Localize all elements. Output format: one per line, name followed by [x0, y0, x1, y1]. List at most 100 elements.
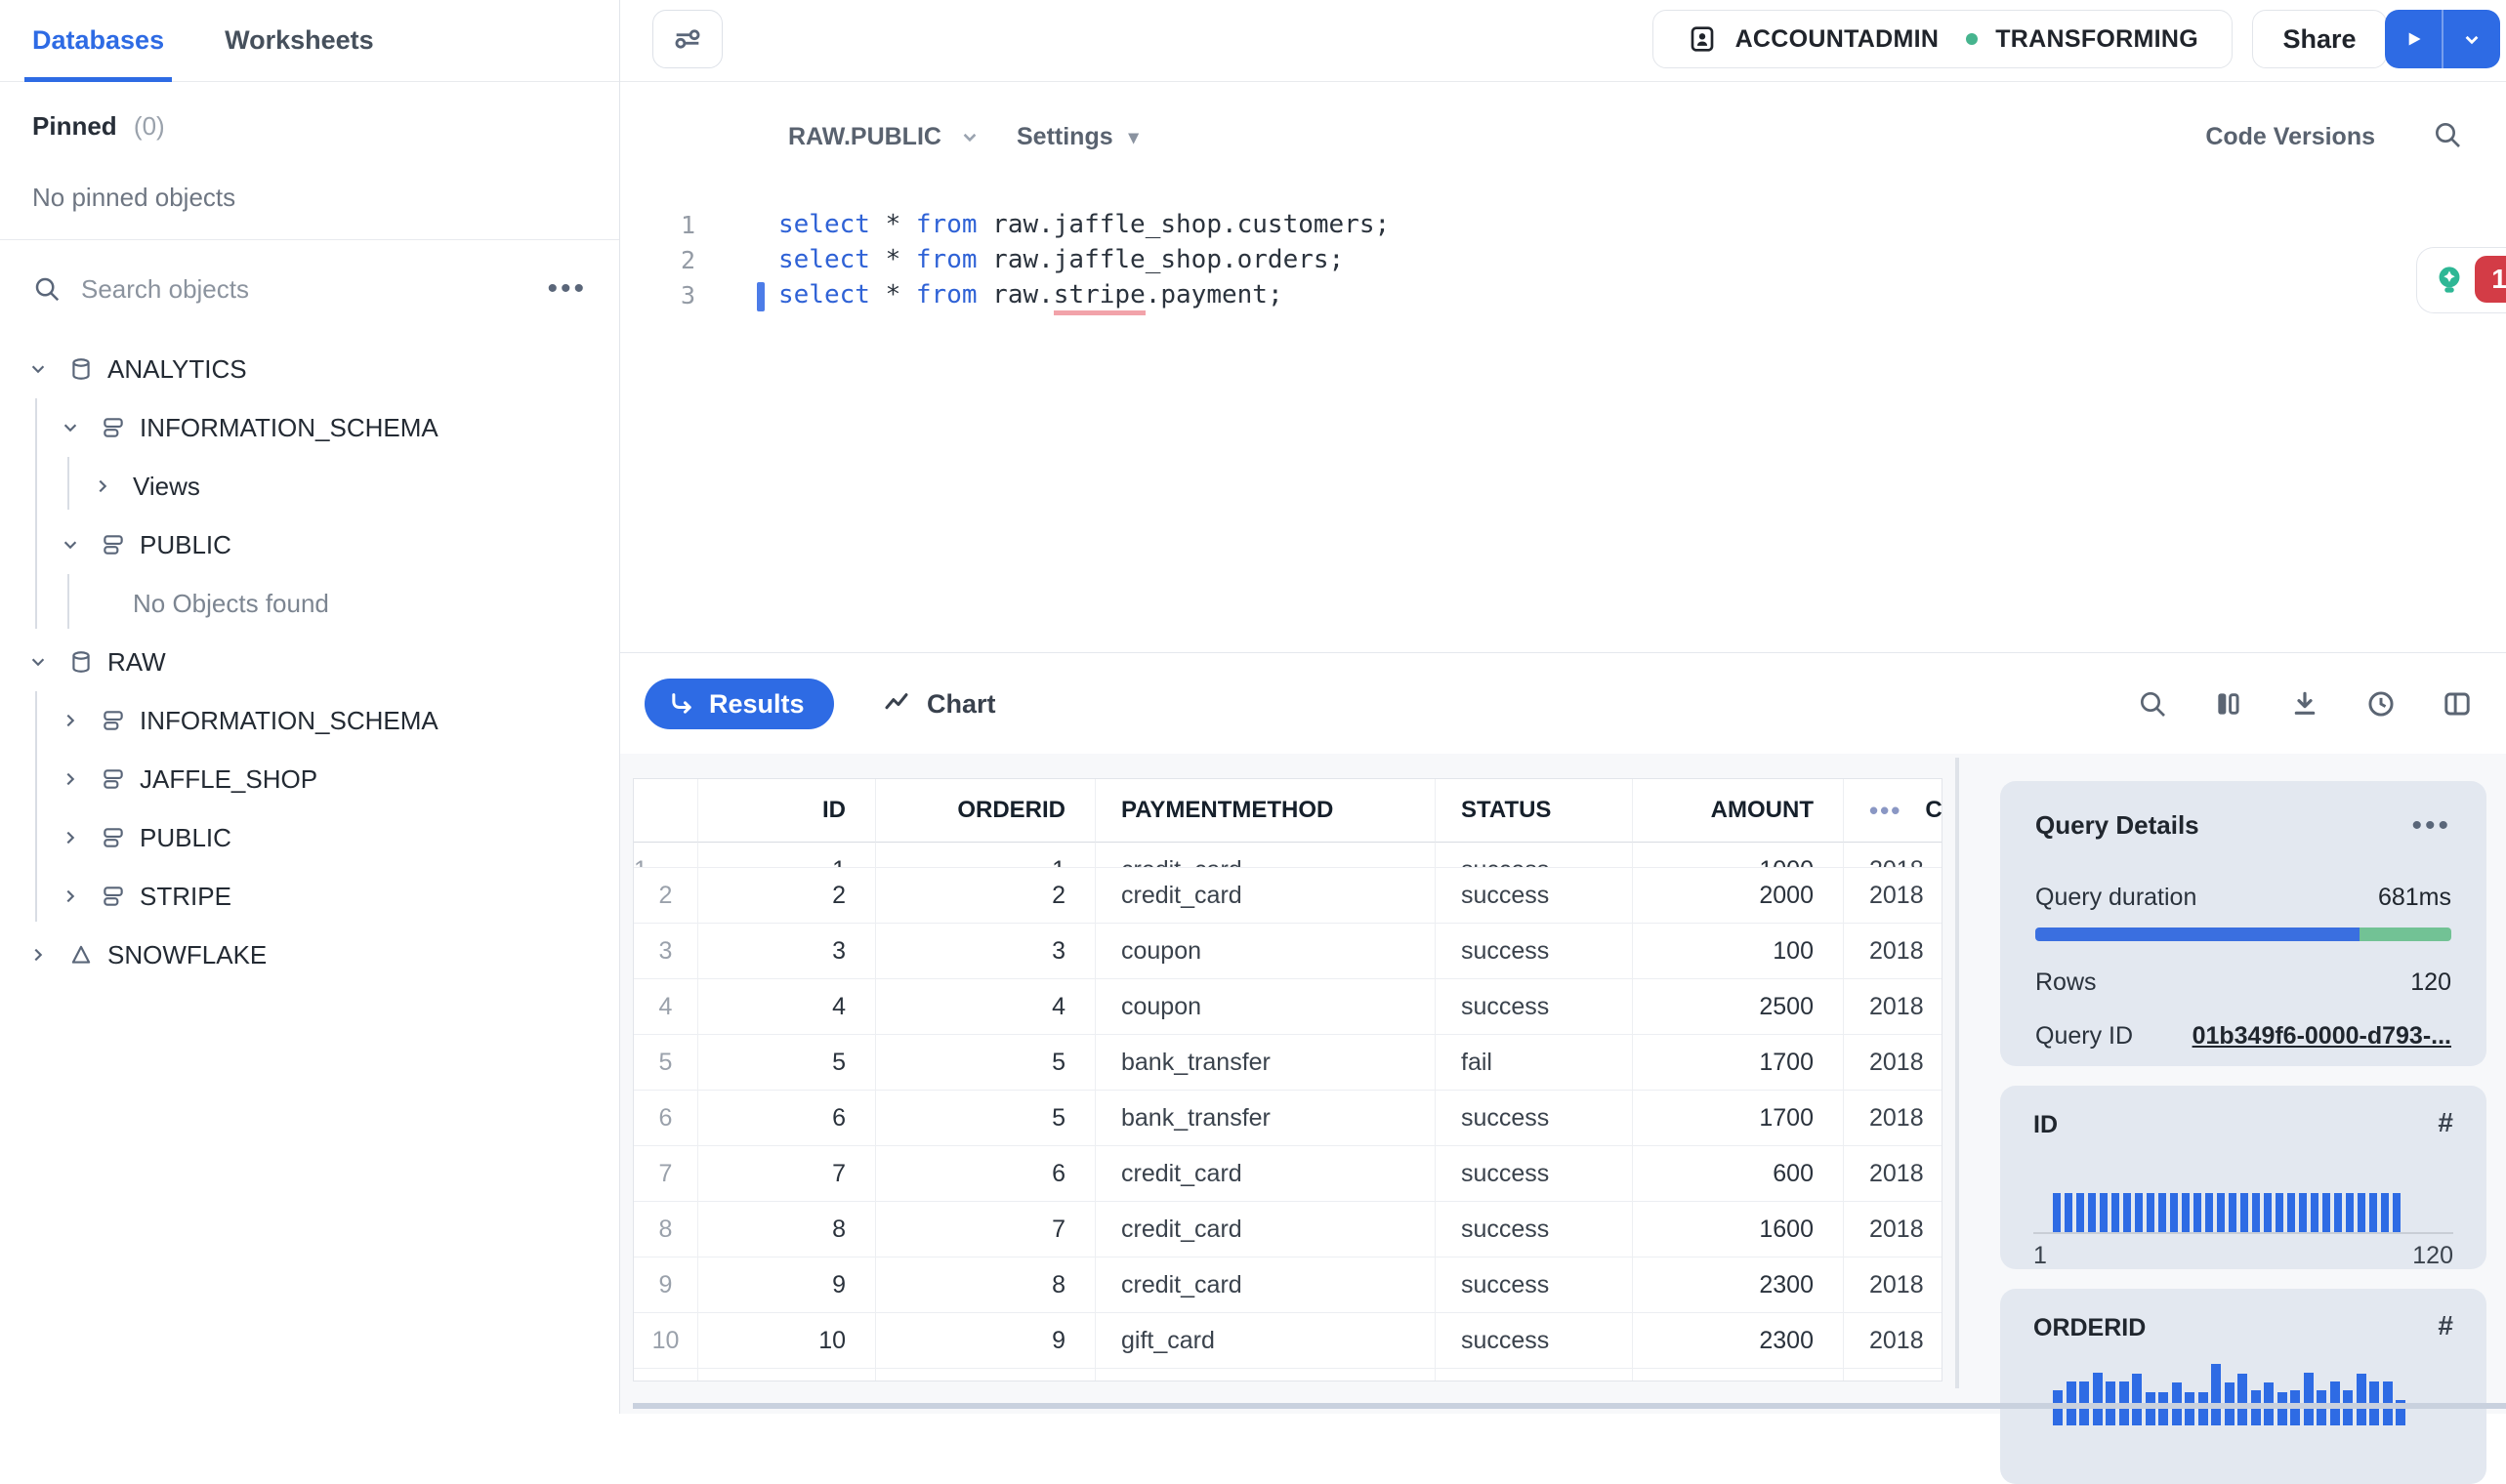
table-cell[interactable]: success — [1436, 924, 1633, 979]
chevron-down-icon[interactable] — [54, 532, 87, 557]
editor-search-icon[interactable] — [2432, 119, 2463, 150]
table-cell[interactable]: 5 — [876, 1091, 1096, 1146]
table-row[interactable]: 4 4 4 coupon success 2500 2018 — [634, 979, 1942, 1035]
column-header-orderid[interactable]: ORDERID — [876, 779, 1096, 843]
table-cell[interactable] — [1844, 1369, 1942, 1381]
table-cell[interactable]: 2018 — [1844, 1257, 1942, 1313]
share-button[interactable]: Share — [2252, 10, 2387, 68]
table-cell[interactable]: 7 — [876, 1202, 1096, 1257]
row-number-cell[interactable]: 9 — [634, 1257, 698, 1313]
table-cell[interactable]: 2 — [876, 868, 1096, 924]
table-row[interactable]: 7 7 6 credit_card success 600 2018 — [634, 1146, 1942, 1202]
table-cell[interactable] — [698, 1369, 876, 1381]
table-cell[interactable]: success — [1436, 979, 1633, 1035]
table-cell[interactable]: 600 — [1633, 1146, 1844, 1202]
chevron-right-icon[interactable] — [54, 884, 87, 909]
chevron-down-icon[interactable] — [21, 649, 55, 675]
table-row[interactable] — [634, 1369, 1942, 1381]
numeric-column-icon[interactable]: # — [2438, 1310, 2453, 1340]
search-input[interactable] — [81, 273, 528, 305]
table-cell[interactable]: 8 — [698, 1202, 876, 1257]
row-number-cell[interactable]: 7 — [634, 1146, 698, 1202]
table-vertical-scrollbar[interactable] — [1955, 758, 1959, 1388]
table-cell[interactable]: 4 — [876, 979, 1096, 1035]
table-cell[interactable] — [1633, 1369, 1844, 1381]
table-cell[interactable]: success — [1436, 1202, 1633, 1257]
code-line[interactable]: 3 select * from raw.stripe.payment; — [620, 277, 2506, 315]
table-cell[interactable]: 2000 — [1633, 868, 1844, 924]
row-number-cell[interactable]: 6 — [634, 1091, 698, 1146]
table-cell[interactable]: success — [1436, 1146, 1633, 1202]
download-icon[interactable] — [2289, 688, 2320, 720]
table-cell[interactable]: 2018 — [1844, 1313, 1942, 1369]
table-cell[interactable]: coupon — [1096, 979, 1436, 1035]
row-number-cell[interactable]: 3 — [634, 924, 698, 979]
tree-item-public[interactable]: PUBLIC — [0, 808, 619, 867]
table-row[interactable]: 5 5 5 bank_transfer fail 1700 2018 — [634, 1035, 1942, 1091]
table-row[interactable]: 6 6 5 bank_transfer success 1700 2018 — [634, 1091, 1942, 1146]
tab-worksheets[interactable]: Worksheets — [225, 25, 374, 55]
table-cell[interactable]: 7 — [698, 1146, 876, 1202]
code-area[interactable]: 1 select * from raw.jaffle_shop.customers… — [620, 207, 2506, 315]
table-cell[interactable]: 3 — [876, 924, 1096, 979]
row-number-cell[interactable]: 8 — [634, 1202, 698, 1257]
table-cell[interactable]: 2018 — [1844, 1202, 1942, 1257]
column-header-amount[interactable]: AMOUNT — [1633, 779, 1844, 843]
settings-menu[interactable]: Settings ▾ — [1017, 107, 1139, 166]
query-id-link[interactable]: 01b349f6-0000-d793-... — [2192, 1022, 2451, 1050]
table-row[interactable]: 10 10 9 gift_card success 2300 2018 — [634, 1313, 1942, 1369]
column-header-id[interactable]: ID — [698, 779, 876, 843]
run-options-button[interactable] — [2443, 10, 2500, 68]
run-button[interactable] — [2385, 10, 2442, 68]
table-cell[interactable]: 6 — [876, 1146, 1096, 1202]
results-table[interactable]: ID ORDERID PAYMENTMETHOD STATUS AMOUNT ••• CRE… — [633, 778, 1942, 1381]
table-cell[interactable]: 2018 — [1844, 1146, 1942, 1202]
table-cell[interactable]: credit_card — [1096, 868, 1436, 924]
code-versions-link[interactable]: Code Versions — [2205, 122, 2375, 150]
query-details-menu-icon[interactable]: ••• — [2411, 808, 2451, 842]
tree-item-raw[interactable]: RAW — [0, 633, 619, 691]
columns-icon[interactable] — [2213, 688, 2244, 720]
table-cell[interactable]: 2500 — [1633, 979, 1844, 1035]
table-cell[interactable]: success — [1436, 868, 1633, 924]
history-clock-icon[interactable] — [2365, 688, 2397, 720]
chevron-down-icon[interactable] — [54, 415, 87, 440]
code-line[interactable]: 1 select * from raw.jaffle_shop.customers… — [620, 207, 2506, 242]
table-cell[interactable]: 1600 — [1633, 1202, 1844, 1257]
table-cell[interactable]: 1000 — [1633, 843, 1844, 868]
table-cell[interactable]: 10 — [698, 1313, 876, 1369]
table-cell[interactable]: fail — [1436, 1035, 1633, 1091]
table-cell[interactable]: 3 — [698, 924, 876, 979]
table-cell[interactable]: 2018 — [1844, 1035, 1942, 1091]
tab-results[interactable]: Results — [645, 679, 834, 729]
table-cell[interactable]: coupon — [1096, 924, 1436, 979]
results-horizontal-scrollbar[interactable] — [633, 1403, 2506, 1409]
table-cell[interactable]: 2018 — [1844, 843, 1942, 868]
row-number-cell[interactable]: 4 — [634, 979, 698, 1035]
table-cell[interactable]: 4 — [698, 979, 876, 1035]
chevron-right-icon[interactable] — [86, 474, 119, 499]
column-header-paymentmethod[interactable]: PAYMENTMETHOD — [1096, 779, 1436, 843]
tree-item-stripe[interactable]: STRIPE — [0, 867, 619, 926]
split-panel-icon[interactable] — [2442, 688, 2473, 720]
table-cell[interactable]: 9 — [698, 1257, 876, 1313]
table-cell[interactable] — [1096, 1369, 1436, 1381]
row-number-cell[interactable]: 1 — [634, 843, 698, 868]
table-cell[interactable]: 6 — [698, 1091, 876, 1146]
table-cell[interactable]: 2018 — [1844, 868, 1942, 924]
table-cell[interactable]: bank_transfer — [1096, 1035, 1436, 1091]
table-cell[interactable]: 2 — [698, 868, 876, 924]
column-menu-icon[interactable]: ••• — [1869, 795, 1902, 825]
chevron-right-icon[interactable] — [21, 942, 55, 968]
table-cell[interactable]: 8 — [876, 1257, 1096, 1313]
column-header-status[interactable]: STATUS — [1436, 779, 1633, 843]
suggestion-count-badge[interactable]: 1 — [2475, 256, 2506, 303]
table-row[interactable]: 2 2 2 credit_card success 2000 2018 — [634, 868, 1942, 924]
table-cell[interactable]: 1 — [698, 843, 876, 868]
tree-item-jaffle-shop[interactable]: JAFFLE_SHOP — [0, 750, 619, 808]
tree-item-information-schema[interactable]: INFORMATION_SCHEMA — [0, 398, 619, 457]
table-cell[interactable]: 5 — [876, 1035, 1096, 1091]
table-cell[interactable]: 5 — [698, 1035, 876, 1091]
orderid-histogram[interactable] — [2053, 1361, 2405, 1425]
table-cell[interactable]: success — [1436, 1257, 1633, 1313]
